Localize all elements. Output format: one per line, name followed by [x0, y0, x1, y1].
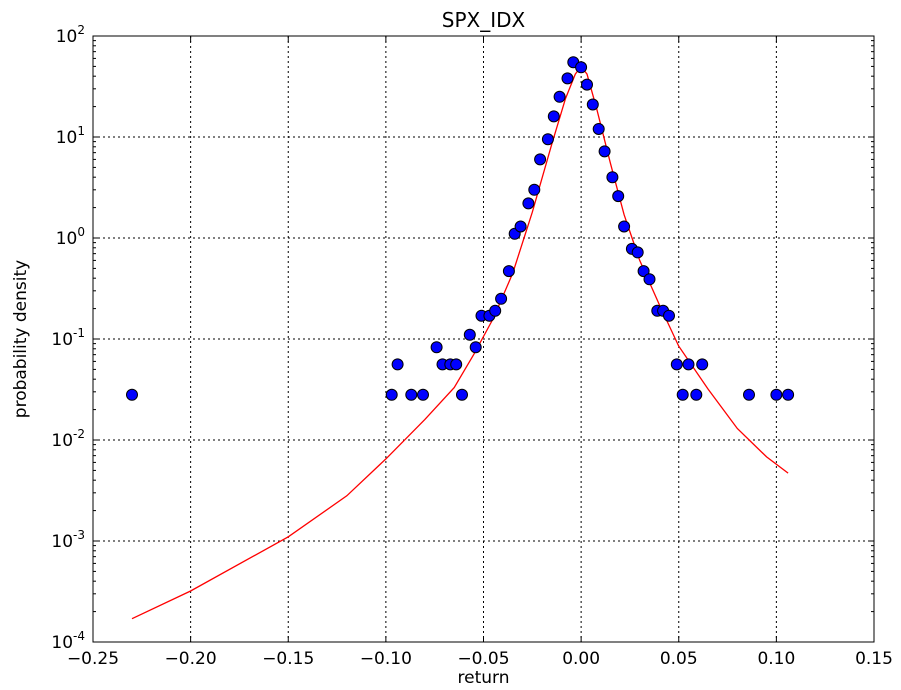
data-point: [469, 341, 482, 354]
x-axis-label: return: [458, 668, 510, 688]
data-point: [682, 358, 695, 371]
data-point: [606, 171, 619, 184]
chart-title: SPX_IDX: [442, 8, 526, 32]
data-point: [502, 265, 515, 278]
data-point: [430, 341, 443, 354]
x-axis-ticks: −0.25 −0.20 −0.15 −0.10 −0.05 0.00 0.05 0.10 0.1…: [67, 36, 893, 669]
data-point: [696, 358, 709, 371]
data-point: [631, 246, 644, 259]
x-tick-label: 0.10: [757, 649, 795, 669]
x-tick-label: −0.25: [67, 649, 119, 669]
data-point: [547, 110, 560, 123]
y-tick-label: 10-1: [51, 326, 85, 350]
data-point: [782, 388, 795, 401]
data-point: [385, 388, 398, 401]
data-point: [637, 265, 650, 278]
data-point: [690, 388, 703, 401]
fit-curve: [131, 65, 789, 620]
data-point: [743, 388, 755, 401]
x-tick-label: 0.05: [660, 649, 698, 669]
data-point: [391, 358, 404, 371]
data-point: [663, 309, 675, 322]
data-point: [489, 304, 502, 317]
grid-lines: [93, 36, 874, 642]
data-point: [553, 90, 566, 103]
y-axis-ticks: 10-4 10-3 10-2 10-1 100 101 102: [51, 23, 874, 653]
x-tick-label: −0.05: [457, 649, 509, 669]
x-tick-label: 0.00: [562, 649, 600, 669]
x-tick-label: −0.20: [165, 649, 217, 669]
y-axis-label: probability density: [11, 260, 31, 418]
y-tick-label: 10-3: [51, 528, 85, 552]
x-tick-label: 0.15: [855, 649, 893, 669]
data-point: [126, 388, 138, 401]
data-point: [514, 220, 527, 233]
data-point: [612, 190, 625, 203]
data-point: [417, 388, 429, 401]
data-point: [541, 133, 554, 146]
data-point: [676, 388, 689, 401]
data-point: [598, 145, 611, 158]
data-point: [561, 72, 574, 85]
data-point: [463, 328, 476, 341]
data-point: [618, 220, 631, 233]
data-point: [534, 153, 547, 166]
data-point: [586, 98, 599, 111]
data-point: [450, 358, 463, 371]
data-point: [405, 388, 418, 401]
y-tick-label: 102: [56, 23, 85, 47]
data-point: [522, 197, 535, 210]
y-tick-label: 10-2: [51, 427, 85, 451]
data-point: [575, 61, 588, 74]
data-point: [670, 358, 683, 371]
data-points-layer: [126, 56, 795, 401]
data-point: [770, 388, 783, 401]
x-tick-label: −0.10: [360, 649, 412, 669]
data-point: [581, 78, 593, 91]
data-point: [456, 388, 468, 401]
data-point: [528, 183, 541, 196]
data-point: [495, 292, 508, 305]
x-tick-label: −0.15: [262, 649, 314, 669]
y-tick-label: 10-4: [51, 629, 85, 653]
y-tick-label: 101: [56, 124, 85, 148]
data-point: [592, 123, 605, 135]
y-tick-label: 100: [56, 225, 85, 249]
data-point: [643, 273, 656, 286]
fit-curve-layer: [131, 65, 789, 620]
